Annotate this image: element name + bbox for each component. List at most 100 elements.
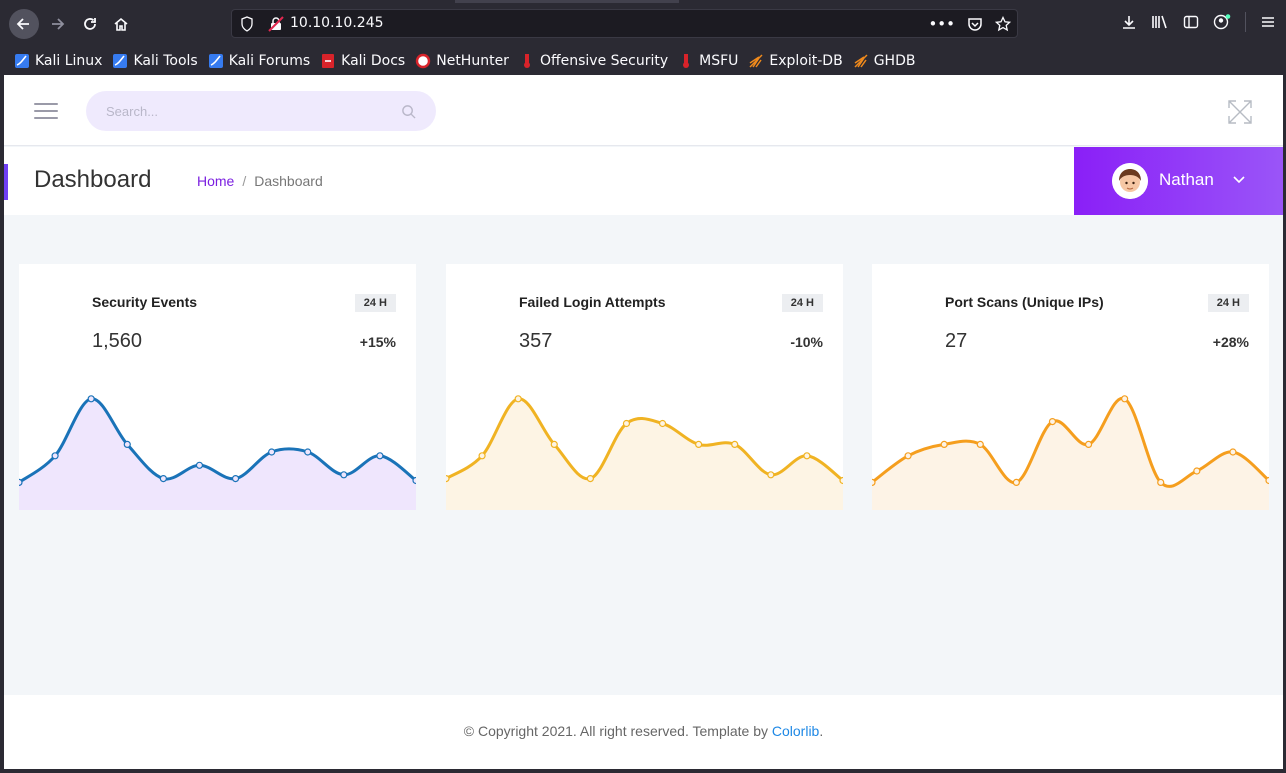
sparkline-point[interactable]: [123, 440, 131, 449]
sparkline-area: [872, 398, 1269, 510]
kali-icon: [208, 53, 223, 68]
menu-icon[interactable]: [1260, 14, 1276, 30]
bookmark-kali-docs[interactable]: Kali Docs: [320, 53, 405, 69]
sparkline-point[interactable]: [1048, 417, 1057, 426]
title-accent-bar: [4, 164, 8, 200]
browser-right-tools: [1121, 12, 1276, 32]
address-bar[interactable]: 10.10.10.245 •••: [231, 9, 1018, 38]
card-value: 357: [519, 330, 553, 352]
hamburger-menu-icon[interactable]: [34, 103, 58, 119]
bookmark-label: Kali Forums: [228, 52, 311, 69]
user-menu-button[interactable]: Nathan: [1074, 147, 1283, 215]
breadcrumb: Home / Dashboard: [197, 173, 323, 189]
reload-icon: [84, 18, 96, 30]
breadcrumb-home-link[interactable]: Home: [197, 173, 235, 189]
home-icon: [114, 17, 128, 31]
sparkline-point[interactable]: [1084, 440, 1093, 449]
bookmark-kali-linux[interactable]: Kali Linux: [14, 53, 102, 69]
bookmark-kali-tools[interactable]: Kali Tools: [112, 53, 198, 69]
sparkline-point[interactable]: [904, 452, 912, 460]
chevron-down-icon: [1233, 176, 1245, 184]
sparkline-point[interactable]: [731, 440, 739, 449]
shield-icon[interactable]: [240, 16, 254, 32]
page-viewport: Dashboard Home / Dashboard Nathan Securi…: [4, 75, 1283, 769]
back-button[interactable]: [9, 9, 39, 39]
sparkline-point[interactable]: [340, 471, 348, 479]
sparkline-point[interactable]: [976, 440, 984, 449]
exploitdb-icon: [854, 53, 868, 68]
bookmark-ghdb[interactable]: GHDB: [853, 53, 915, 69]
sparkline-point[interactable]: [231, 474, 240, 483]
url-text[interactable]: 10.10.10.245: [290, 15, 384, 31]
page-footer: © Copyright 2021. All right reserved. Te…: [4, 695, 1283, 769]
bookmark-offensive-security[interactable]: Offensive Security: [519, 53, 668, 69]
kali-docs-icon: [322, 53, 335, 68]
library-icon[interactable]: [1151, 14, 1169, 30]
bookmark-exploit-db[interactable]: Exploit-DB: [748, 53, 843, 69]
tab-indicator: [455, 0, 679, 3]
sparkline-point[interactable]: [412, 476, 416, 485]
sparkline-point[interactable]: [1012, 478, 1020, 487]
sparkline-point[interactable]: [1157, 478, 1165, 487]
card-change: +28%: [1212, 334, 1249, 350]
more-actions-icon[interactable]: •••: [928, 15, 955, 33]
reload-button[interactable]: [75, 9, 105, 39]
card-title: Security Events: [92, 294, 198, 310]
sparkline-area: [19, 398, 416, 510]
sparkline-point[interactable]: [1229, 448, 1237, 456]
sparkline-point[interactable]: [268, 448, 276, 456]
toolbar-separator: [1245, 12, 1246, 32]
sparkline-point[interactable]: [1193, 467, 1201, 475]
sparkline-point[interactable]: [872, 478, 876, 486]
star-icon[interactable]: [995, 16, 1011, 32]
sparkline-point[interactable]: [1265, 476, 1269, 485]
browser-toolbar: 10.10.10.245 •••: [0, 0, 1286, 46]
fullscreen-icon[interactable]: [1227, 99, 1253, 125]
sparkline-point[interactable]: [446, 475, 450, 483]
card-change: +15%: [359, 334, 396, 350]
sparkline-point[interactable]: [304, 448, 312, 456]
sparkline-point[interactable]: [767, 471, 775, 479]
forward-button[interactable]: [42, 9, 72, 39]
bookmark-kali-forums[interactable]: Kali Forums: [208, 53, 310, 69]
sparkline-point[interactable]: [51, 452, 59, 460]
insecure-lock-icon[interactable]: [268, 16, 284, 32]
bookmark-msfu[interactable]: MSFU: [678, 53, 738, 69]
sparkline-point[interactable]: [159, 474, 167, 483]
sparkline-point[interactable]: [940, 440, 948, 449]
arrow-right-icon: [52, 18, 65, 30]
account-icon[interactable]: [1213, 14, 1231, 30]
sparkline-chart: [446, 395, 843, 510]
bookmark-nethunter[interactable]: NetHunter: [415, 53, 509, 69]
sparkline-point[interactable]: [376, 452, 384, 460]
home-button[interactable]: [106, 9, 136, 39]
breadcrumb-current: Dashboard: [254, 173, 323, 189]
search-input[interactable]: [106, 101, 386, 121]
sparkline-point[interactable]: [803, 452, 811, 460]
sparkline-point[interactable]: [695, 440, 703, 449]
footer-colorlib-link[interactable]: Colorlib: [771, 723, 820, 739]
sparkline-point[interactable]: [195, 461, 204, 469]
card-period-badge: 24 H: [354, 294, 396, 312]
card-port-scans: Port Scans (Unique IPs) 24 H 27 +28%: [872, 264, 1269, 510]
download-icon[interactable]: [1121, 14, 1137, 30]
bookmarks-bar: Kali Linux Kali Tools Kali Forums Kali D…: [0, 46, 1286, 75]
card-change: -10%: [790, 334, 823, 350]
sparkline-point[interactable]: [586, 474, 594, 483]
offsec-icon: [683, 53, 690, 68]
sparkline-point[interactable]: [658, 419, 667, 428]
sparkline-point[interactable]: [550, 440, 558, 449]
search-icon[interactable]: [401, 104, 416, 119]
sparkline-point[interactable]: [839, 476, 843, 485]
sidebar-icon[interactable]: [1183, 14, 1199, 30]
sparkline-point[interactable]: [622, 419, 631, 428]
sparkline-point[interactable]: [1121, 395, 1129, 403]
sparkline-point[interactable]: [19, 478, 23, 486]
sparkline-point[interactable]: [478, 452, 486, 460]
pocket-icon[interactable]: [967, 16, 983, 32]
breadcrumb-separator: /: [242, 173, 247, 189]
sparkline-point[interactable]: [87, 395, 95, 403]
offsec-icon: [523, 53, 530, 68]
arrow-left-icon: [16, 18, 29, 30]
sparkline-point[interactable]: [514, 395, 522, 403]
